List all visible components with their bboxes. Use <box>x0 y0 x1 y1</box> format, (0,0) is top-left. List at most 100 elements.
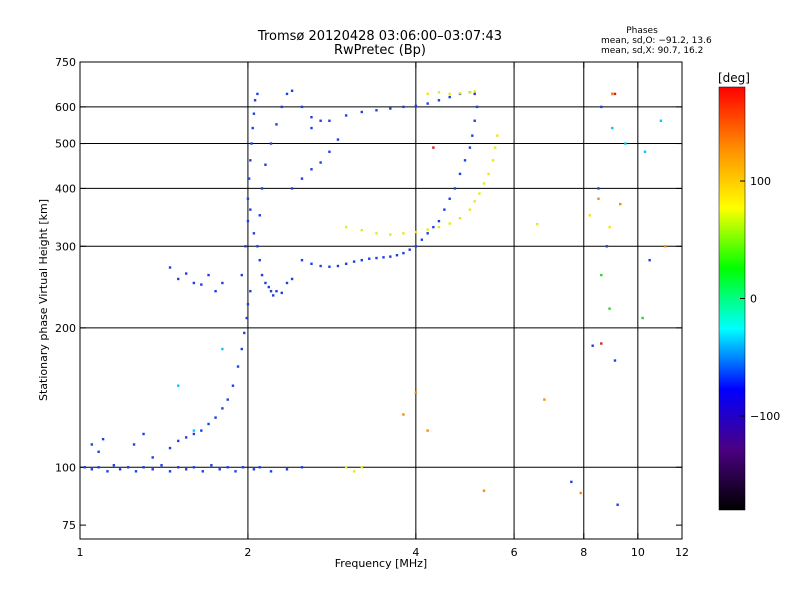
data-point <box>493 146 497 149</box>
data-point <box>448 95 451 99</box>
data-point <box>310 115 313 119</box>
data-point <box>608 307 611 310</box>
x-tick-label: 8 <box>580 546 587 559</box>
data-point <box>207 273 210 277</box>
data-point <box>458 92 462 95</box>
data-point <box>344 114 348 117</box>
data-point <box>290 89 294 92</box>
data-point <box>300 466 304 469</box>
x-tick-label: 10 <box>631 546 645 559</box>
data-point <box>611 92 614 96</box>
phases-mean-o: mean, sd,O: −91.2, 13.6 <box>601 36 712 46</box>
data-point <box>275 123 278 126</box>
data-point <box>437 91 441 94</box>
data-point <box>611 126 614 130</box>
y-tick-label: 100 <box>55 461 76 474</box>
data-point <box>253 99 257 102</box>
data-point <box>258 466 261 469</box>
data-point <box>319 161 322 164</box>
data-point <box>269 470 273 473</box>
data-point <box>375 109 378 112</box>
data-point <box>246 197 250 200</box>
data-point <box>132 443 136 446</box>
data-point <box>360 258 363 262</box>
data-point <box>402 251 405 255</box>
colorbar-tick-label: 100 <box>750 175 771 188</box>
data-point <box>624 142 627 145</box>
data-point <box>473 92 476 96</box>
data-point <box>473 200 476 203</box>
data-point <box>579 491 582 495</box>
y-tick-label: 600 <box>55 101 76 114</box>
data-point <box>641 316 644 320</box>
data-point <box>214 416 217 419</box>
grid-lines <box>80 62 682 539</box>
data-point <box>458 172 462 176</box>
y-tick-label: 75 <box>62 519 76 532</box>
data-point <box>90 443 94 446</box>
colorbar-tick-label: 0 <box>750 293 757 306</box>
data-point <box>414 391 418 394</box>
phases-mean-x: mean, sd,X: 90.7, 16.2 <box>601 46 703 56</box>
data-point <box>221 281 224 285</box>
data-point <box>142 466 145 469</box>
data-point <box>226 398 229 401</box>
data-point <box>245 316 248 320</box>
data-point <box>664 245 667 248</box>
data-point <box>648 258 651 262</box>
data-point <box>264 281 267 285</box>
data-point <box>160 464 163 467</box>
data-point <box>192 432 196 436</box>
data-point <box>234 470 237 473</box>
data-point <box>249 289 252 293</box>
data-point <box>231 384 235 387</box>
data-point <box>285 468 289 471</box>
data-point <box>613 92 617 96</box>
data-point <box>535 222 539 226</box>
data-point <box>260 273 264 277</box>
data-point <box>619 202 622 206</box>
data-point <box>468 146 472 149</box>
data-point <box>482 182 486 185</box>
data-point <box>221 407 224 410</box>
data-point <box>605 245 609 248</box>
phases-title: Phases <box>626 26 658 36</box>
data-point <box>360 228 363 232</box>
data-point <box>352 260 356 263</box>
data-point <box>221 347 224 351</box>
colorbar-ticks: 100 0 −100 <box>740 175 780 423</box>
data-point <box>300 177 304 180</box>
data-point <box>616 503 619 506</box>
data-point <box>414 230 418 234</box>
chart-subtitle: RwPretec (Bp) <box>334 43 426 58</box>
data-point <box>468 208 472 211</box>
data-point <box>319 264 322 268</box>
chart-title: Tromsø 20120428 03:06:00–03:07:43 <box>257 29 502 44</box>
data-point <box>285 281 289 285</box>
x-tick-label: 2 <box>244 546 251 559</box>
data-point <box>260 187 264 190</box>
data-point <box>142 432 145 436</box>
data-point <box>269 289 273 293</box>
data-point <box>402 232 405 235</box>
y-axis-label: Stationary phase Virtual Height [km] <box>37 199 50 401</box>
data-point <box>591 344 594 347</box>
data-point <box>90 468 94 471</box>
data-point <box>597 187 600 190</box>
data-point <box>200 283 203 286</box>
data-point <box>247 177 251 180</box>
data-point <box>336 138 340 141</box>
data-point <box>267 285 271 289</box>
data-point <box>360 110 363 114</box>
data-point <box>453 187 457 190</box>
data-point <box>300 105 304 109</box>
data-point <box>375 256 378 260</box>
data-point <box>258 214 261 217</box>
data-point <box>252 468 256 471</box>
data-point <box>134 470 138 473</box>
colorbar-tick-label: −100 <box>750 410 780 423</box>
data-point <box>243 331 246 335</box>
